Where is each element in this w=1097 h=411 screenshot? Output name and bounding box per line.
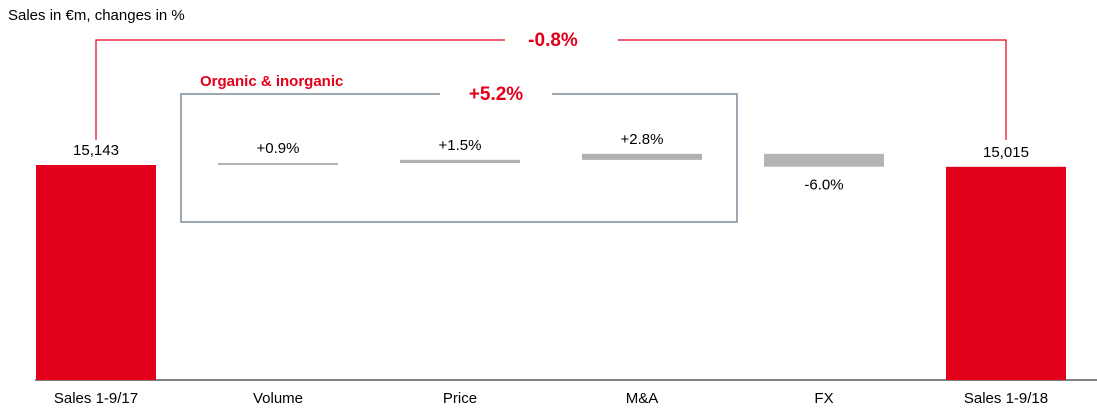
- value-label: 15,015: [983, 144, 1029, 161]
- bracket: [618, 39, 1007, 140]
- total-change: -0.8%: [528, 30, 578, 51]
- value-label: 15,143: [73, 142, 119, 159]
- change-bar: [764, 153, 884, 167]
- x-tick-label: Sales 1-9/17: [54, 390, 138, 407]
- change-bar: [400, 159, 520, 164]
- change-bar: [218, 163, 338, 165]
- group-box: [180, 93, 738, 223]
- value-label: -6.0%: [804, 177, 843, 194]
- value-label: +1.5%: [439, 137, 482, 154]
- total-bar: [36, 165, 156, 380]
- value-label: +2.8%: [621, 131, 664, 148]
- value-label: +0.9%: [257, 140, 300, 157]
- x-tick-label: M&A: [626, 390, 659, 407]
- x-tick-label: Volume: [253, 390, 303, 407]
- bracket: [95, 39, 505, 140]
- x-tick-label: Sales 1-9/18: [964, 390, 1048, 407]
- chart-title: Sales in €m, changes in %: [8, 7, 185, 24]
- total-bar: [946, 166, 1066, 380]
- x-tick-label: Price: [443, 390, 477, 407]
- group-change: +5.2%: [469, 84, 524, 105]
- x-tick-label: FX: [814, 390, 833, 407]
- change-bar: [582, 153, 702, 160]
- group-label: Organic & inorganic: [200, 73, 343, 90]
